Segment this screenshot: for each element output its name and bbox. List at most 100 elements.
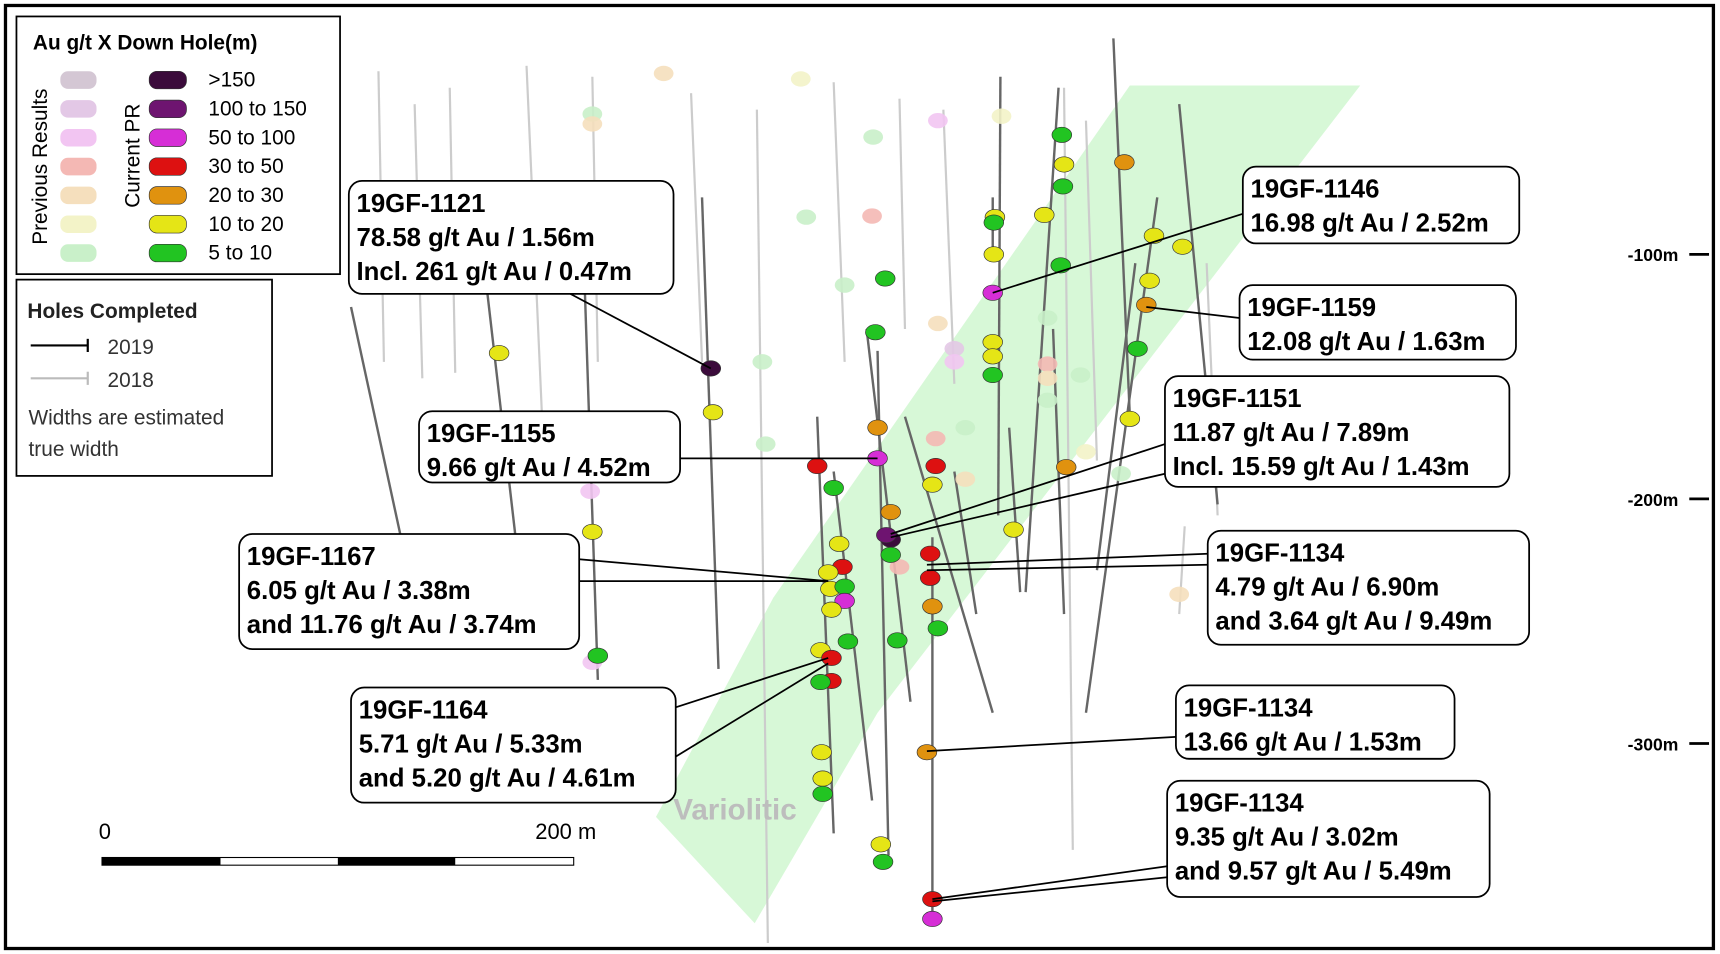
intercept [587,647,609,664]
callout-text: 9.66 g/t Au / 4.52m [427,454,651,482]
callout-box [1166,779,1491,898]
intercept [982,348,1003,365]
intercept [817,564,839,581]
hole-2019 [953,471,978,615]
callout-text: 19GF-1134 [1184,694,1314,722]
legend-label: 50 to 100 [208,126,295,149]
leader-line [579,558,829,583]
callout-text: and 5.20 g/t Au / 4.61m [359,764,636,792]
legend-label: 100 to 150 [208,97,306,120]
intercept [925,458,946,475]
previous-intercept [1037,370,1058,386]
callout-text: Incl. 261 g/t Au / 0.47m [357,258,632,286]
previous-intercept [755,436,776,452]
legend-group: Current PR [121,104,144,208]
intercept [812,785,833,802]
leader-line [1146,306,1240,319]
callout-text: 19GF-1151 [1173,385,1302,413]
callout-text: and 3.64 g/t Au / 9.49m [1215,608,1492,636]
intercept [983,246,1005,263]
callout-text: 19GF-1155 [427,420,556,448]
legend-swatch [60,215,97,234]
previous-intercept [991,108,1012,124]
depth-label: -200m [1628,490,1679,510]
variolitic-zone [655,85,1361,924]
intercept [1051,126,1073,143]
previous-intercept [955,419,976,436]
intercept [834,578,855,595]
hole-2018 [942,109,956,384]
legend-swatch [148,243,187,263]
legend-group: Previous Results [29,89,52,245]
previous-intercept [790,71,811,87]
callout-box [418,410,681,484]
intercept [880,546,901,563]
callout-box [238,533,581,651]
legend-swatch [148,70,187,90]
callout-text: 19GF-1121 [357,190,486,218]
leader-line [932,876,1168,903]
previous-intercept [1169,586,1190,603]
intercept [870,836,892,853]
intercept [807,458,828,475]
intercept [702,404,724,421]
callout-text: and 9.57 g/t Au / 5.49m [1175,858,1452,886]
legend-swatch [60,100,97,118]
legend-note: true width [29,438,119,461]
intercept [920,545,941,562]
legend-label: 10 to 20 [208,213,283,236]
callout-text: Incl. 15.59 g/t Au / 1.43m [1173,453,1470,481]
previous-intercept [752,354,773,370]
intercept [834,592,855,609]
intercept [1119,410,1141,427]
legend-swatch [60,186,97,205]
previous-intercept [653,65,674,82]
intercept [916,744,938,761]
legend-swatch [60,71,97,89]
legend-swatch [60,157,97,176]
intercept [1003,521,1024,538]
intercept [1052,178,1074,195]
previous-intercept [889,559,910,575]
callout-box [347,180,675,295]
callout-text: 19GF-1159 [1247,294,1376,322]
leader-line [890,472,1166,539]
hole-2019 [700,197,720,669]
intercept [982,334,1003,351]
hole-2019 [1095,263,1137,571]
previous-intercept [928,315,948,332]
leader-line [926,552,1208,566]
legend-label: 2018 [108,369,154,392]
previous-intercept [1037,356,1058,372]
leader-line [992,212,1244,294]
intercept [880,504,901,521]
intercept [1172,238,1193,255]
intercept [812,770,833,787]
callout-text: 19GF-1134 [1215,540,1345,568]
intercept [823,479,844,496]
hole-2018 [1084,120,1099,461]
intercept [837,633,859,650]
legend-label: 2019 [108,336,154,359]
legend-swatch [60,244,97,262]
hole-2019 [1024,87,1060,593]
scale-start: 0 [99,819,111,844]
scale-end: 200 m [535,819,596,844]
intercept [1136,296,1157,313]
previous-intercept [863,129,884,145]
intercept [872,853,894,870]
intercept [1127,340,1148,357]
legend-swatch [148,215,187,234]
intercept [1034,206,1055,223]
callout-box [1164,375,1511,488]
intercept [982,367,1003,384]
leader-line [675,657,829,709]
intercept [811,744,832,761]
legend-label: 20 to 30 [208,184,283,207]
scale-segment [102,857,221,866]
legend-swatch [148,128,187,147]
callout-text: 12.08 g/t Au / 1.63m [1247,328,1485,356]
callout-text: 6.05 g/t Au / 3.38m [247,577,471,605]
legend-swatch [60,128,97,147]
